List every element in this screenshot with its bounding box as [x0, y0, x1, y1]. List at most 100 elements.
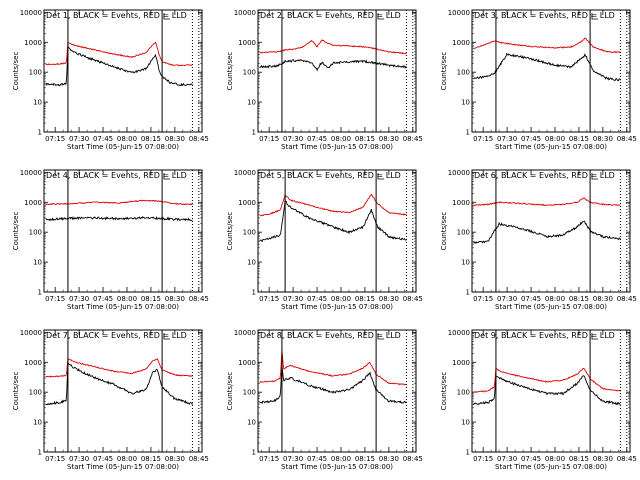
- x-tick-label: 07:45: [307, 455, 327, 463]
- x-axis-label: Start Time (05-Jun-15 07:08:00): [67, 303, 179, 311]
- legend-glyph: [377, 333, 384, 340]
- chart-title: Det 4, BLACK = Events, RED = LLD: [46, 171, 187, 180]
- x-tick-label: 07:30: [283, 295, 303, 303]
- y-tick-label: 1000: [452, 199, 470, 207]
- x-tick-label: 08:45: [189, 455, 209, 463]
- y-tick-label: 10000: [20, 169, 42, 177]
- x-tick-label: 07:45: [93, 455, 113, 463]
- x-tick-label: 08:45: [189, 295, 209, 303]
- x-tick-label: 07:45: [521, 295, 541, 303]
- events-series-line: [45, 215, 193, 222]
- x-axis-label: Start Time (05-Jun-15 07:08:00): [495, 143, 607, 151]
- x-tick-label: 08:15: [569, 135, 589, 143]
- x-tick-label: 08:30: [379, 455, 399, 463]
- x-axis-label: Start Time (05-Jun-15 07:08:00): [281, 463, 393, 471]
- y-axis-label: Counts/sec: [226, 212, 234, 251]
- x-tick-label: 08:00: [117, 135, 137, 143]
- x-axis-label: Start Time (05-Jun-15 07:08:00): [281, 143, 393, 151]
- y-tick-label: 1: [466, 449, 470, 457]
- x-tick-label: 08:30: [593, 455, 613, 463]
- chart-title: Det 6, BLACK = Events, RED = LLD: [474, 171, 615, 180]
- y-tick-label: 1000: [24, 39, 42, 47]
- x-tick-label: 07:30: [497, 455, 517, 463]
- y-axis-label: Counts/sec: [226, 52, 234, 91]
- x-tick-label: 08:30: [379, 295, 399, 303]
- x-tick-label: 08:00: [545, 295, 565, 303]
- legend-glyph: [377, 173, 384, 180]
- y-tick-label: 100: [457, 229, 470, 237]
- x-tick-label: 08:15: [141, 295, 161, 303]
- x-tick-label: 08:45: [617, 455, 637, 463]
- x-tick-label: 08:15: [141, 135, 161, 143]
- y-tick-label: 1: [466, 289, 470, 297]
- x-tick-label: 08:15: [355, 455, 375, 463]
- plot-frame: [43, 329, 203, 453]
- y-tick-label: 100: [243, 229, 256, 237]
- chart-panel: Det 9, BLACK = Events, RED = LLD 1 10 100 10…: [440, 329, 637, 471]
- chart-panel: Det 1, BLACK = Events, RED = LLD 1 10 100 10…: [12, 9, 209, 151]
- y-axis-label: Counts/sec: [440, 372, 448, 411]
- y-tick-label: 1000: [238, 39, 256, 47]
- chart-panel: Det 8, BLACK = Events, RED = LLD 1 10 100 10…: [226, 329, 423, 471]
- plot-frame: [257, 329, 417, 453]
- x-tick-label: 08:00: [331, 455, 351, 463]
- chart-panel: Det 5, BLACK = Events, RED = LLD 1 10 100 10…: [226, 169, 423, 311]
- plot-frame: [257, 9, 417, 133]
- y-tick-label: 10: [461, 259, 470, 267]
- lld-series-line: [45, 199, 193, 206]
- y-tick-label: 1: [252, 129, 256, 137]
- x-tick-label: 07:45: [307, 295, 327, 303]
- plot-frame: [43, 169, 203, 293]
- y-tick-label: 10000: [448, 169, 470, 177]
- x-tick-label: 07:15: [473, 135, 493, 143]
- x-axis-label: Start Time (05-Jun-15 07:08:00): [281, 303, 393, 311]
- y-tick-label: 1000: [24, 199, 42, 207]
- y-tick-label: 10000: [448, 329, 470, 337]
- x-tick-label: 07:15: [45, 455, 65, 463]
- lld-series-line: [473, 37, 621, 54]
- chart-panel: Det 3, BLACK = Events, RED = LLD 1 10 100 10…: [440, 9, 637, 151]
- chart-title: Det 1, BLACK = Events, RED = LLD: [46, 11, 187, 20]
- events-series-line: [473, 52, 621, 82]
- events-series-line: [259, 198, 407, 243]
- legend-glyph: [377, 13, 384, 20]
- lld-series-line: [259, 39, 407, 55]
- y-tick-label: 1000: [452, 39, 470, 47]
- y-tick-label: 100: [29, 229, 42, 237]
- x-tick-label: 08:15: [141, 455, 161, 463]
- legend-glyph: [591, 13, 598, 20]
- x-tick-label: 07:45: [93, 135, 113, 143]
- x-tick-label: 08:30: [165, 135, 185, 143]
- chart-title: Det 5, BLACK = Events, RED = LLD: [260, 171, 401, 180]
- x-tick-label: 08:15: [569, 455, 589, 463]
- events-series-line: [259, 59, 407, 72]
- y-tick-label: 1000: [238, 199, 256, 207]
- chart-panel: Det 7, BLACK = Events, RED = LLD 1 10 100 10…: [12, 329, 209, 471]
- y-tick-label: 1: [38, 289, 42, 297]
- y-tick-label: 10000: [20, 329, 42, 337]
- y-axis-label: Counts/sec: [440, 212, 448, 251]
- chart-title: Det 2, BLACK = Events, RED = LLD: [260, 11, 401, 20]
- y-tick-label: 10: [33, 419, 42, 427]
- x-tick-label: 08:30: [165, 295, 185, 303]
- x-tick-label: 07:30: [283, 455, 303, 463]
- y-tick-label: 1000: [24, 359, 42, 367]
- x-tick-label: 08:15: [355, 295, 375, 303]
- x-tick-label: 07:45: [521, 455, 541, 463]
- y-tick-label: 10: [247, 419, 256, 427]
- y-tick-label: 100: [243, 389, 256, 397]
- x-tick-label: 08:00: [331, 135, 351, 143]
- y-axis-label: Counts/sec: [440, 52, 448, 91]
- x-tick-label: 07:15: [45, 135, 65, 143]
- x-tick-label: 07:15: [259, 455, 279, 463]
- lld-series-line: [45, 358, 193, 378]
- x-tick-label: 08:00: [545, 455, 565, 463]
- y-tick-label: 10000: [448, 9, 470, 17]
- legend-glyph: [591, 173, 598, 180]
- x-tick-label: 08:45: [403, 455, 423, 463]
- x-tick-label: 08:45: [403, 135, 423, 143]
- y-tick-label: 10: [461, 99, 470, 107]
- y-tick-label: 10: [247, 99, 256, 107]
- y-tick-label: 100: [457, 389, 470, 397]
- plot-frame: [257, 169, 417, 293]
